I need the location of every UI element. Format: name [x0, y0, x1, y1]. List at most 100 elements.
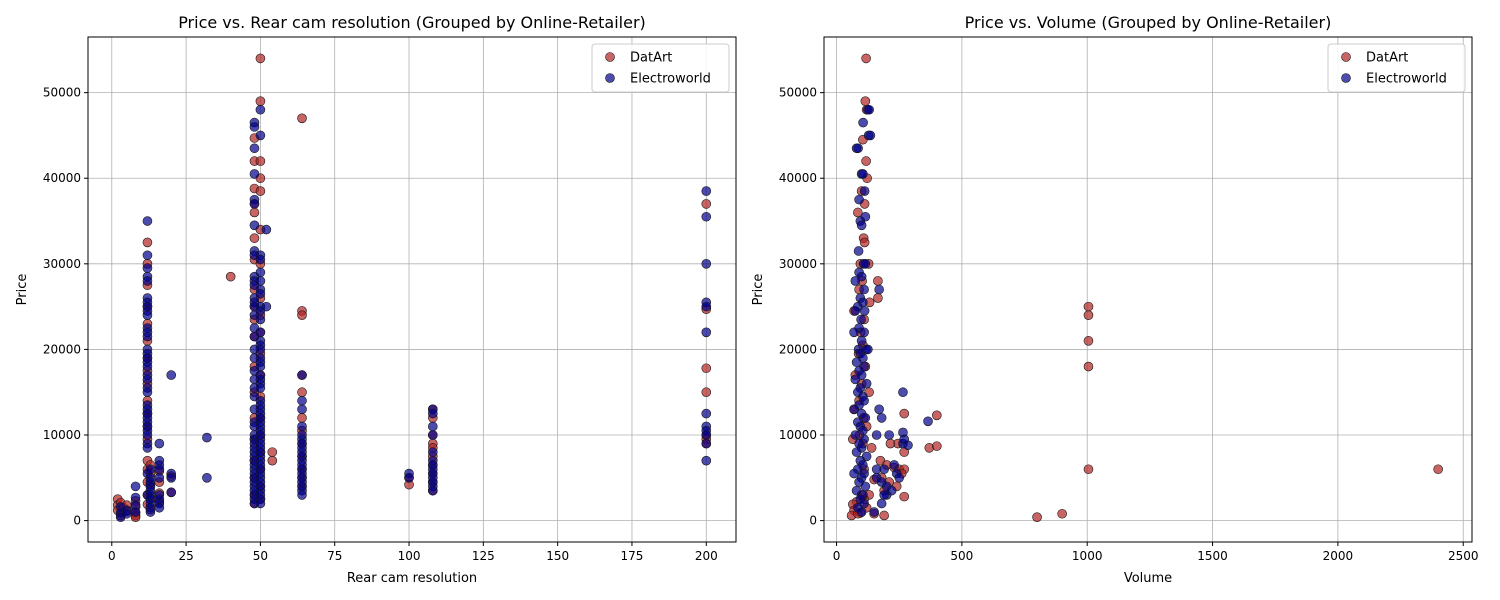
data-point — [701, 455, 712, 466]
data-point — [851, 447, 862, 457]
data-point — [701, 430, 712, 440]
data-point — [866, 443, 877, 453]
x-tick-label: 2500 — [1448, 549, 1479, 563]
y-tick-label: 30000 — [43, 257, 81, 271]
data-point — [249, 207, 260, 218]
plot-frame — [87, 36, 737, 543]
x-tick-label: 25 — [178, 549, 193, 563]
data-point — [1083, 310, 1094, 320]
data-point — [853, 143, 863, 154]
data-point — [879, 490, 889, 500]
data-point — [701, 186, 712, 196]
data-point — [255, 314, 266, 325]
chart-volume: 0 500 1000 1500 2000 2500 0 10000 20000 30000 4000… — [751, 13, 1478, 586]
data-point — [874, 284, 884, 295]
data-point — [145, 507, 156, 517]
data-point — [865, 130, 876, 141]
data-point — [154, 502, 165, 513]
data-point — [1083, 336, 1094, 346]
data-point — [1083, 464, 1094, 475]
data-point — [856, 220, 867, 231]
data-point — [154, 438, 165, 449]
data-point — [1057, 508, 1067, 519]
plot-frame — [823, 36, 1473, 543]
data-point — [859, 237, 870, 248]
data-point — [202, 432, 212, 443]
x-tick-label: 1500 — [1197, 549, 1228, 563]
data-point — [255, 130, 266, 141]
data-point — [860, 413, 871, 423]
y-axis-label: Price — [751, 274, 766, 306]
data-point — [255, 288, 266, 299]
data-point — [884, 430, 894, 440]
x-tick-label: 0 — [108, 549, 116, 563]
y-tick-label: 50000 — [43, 86, 81, 100]
data-point — [142, 374, 153, 385]
data-point — [297, 310, 307, 320]
data-point — [166, 370, 177, 380]
y-tick-label: 0 — [809, 514, 817, 528]
data-point — [255, 327, 266, 338]
data-point — [297, 370, 307, 380]
data-point — [166, 487, 177, 498]
data-point — [858, 117, 868, 128]
data-point — [142, 443, 153, 453]
data-point — [860, 259, 871, 269]
data-point — [871, 464, 882, 475]
data-point — [860, 211, 871, 222]
data-point — [898, 387, 908, 398]
data-point — [142, 263, 153, 273]
data-point — [853, 246, 864, 256]
chart-rear-cam: 0 25 50 75 100 125 150 175 200 0 10000 20000 30000 40… — [15, 13, 737, 586]
y-tick-label: 10000 — [779, 428, 817, 442]
data-point — [145, 464, 156, 475]
data-point — [142, 216, 153, 226]
data-point — [850, 374, 861, 385]
data-point — [255, 186, 266, 196]
data-point — [255, 267, 266, 278]
data-point — [701, 363, 712, 374]
data-point — [255, 96, 266, 106]
data-point — [861, 53, 871, 64]
data-point — [130, 507, 141, 517]
legend-marker — [1341, 73, 1351, 83]
legend: DatArt Electroworld — [1327, 43, 1466, 93]
data-point — [879, 510, 889, 521]
data-point — [899, 434, 910, 445]
data-point — [255, 53, 266, 64]
y-tick-label: 40000 — [779, 171, 817, 185]
legend-label: DatArt — [1366, 51, 1408, 66]
data-point — [297, 490, 307, 500]
data-point — [255, 383, 266, 393]
data-point — [876, 413, 887, 423]
data-point — [899, 491, 910, 502]
data-point — [701, 387, 712, 398]
data-point — [871, 430, 882, 440]
data-point — [859, 284, 869, 295]
data-point — [297, 404, 307, 415]
series-electroworld — [115, 104, 712, 522]
legend-marker — [605, 73, 615, 83]
data-point — [864, 104, 874, 115]
x-axis-label: Rear cam resolution — [347, 571, 477, 586]
data-point — [923, 416, 933, 427]
data-point — [404, 473, 414, 483]
y-tick-label: 40000 — [43, 171, 81, 185]
data-point — [850, 430, 861, 440]
y-tick-label: 30000 — [779, 257, 817, 271]
data-point — [873, 276, 883, 286]
data-point — [860, 96, 871, 106]
x-tick-label: 175 — [621, 549, 644, 563]
data-point — [858, 169, 868, 179]
data-point — [255, 276, 266, 286]
data-point — [297, 413, 307, 423]
y-tick-label: 20000 — [43, 342, 81, 356]
data-point — [255, 156, 266, 166]
legend-marker — [605, 52, 615, 62]
data-point — [1083, 361, 1094, 372]
data-point — [860, 481, 871, 492]
data-point — [154, 464, 165, 475]
data-point — [932, 410, 942, 421]
data-point — [859, 327, 869, 338]
data-point — [261, 224, 272, 235]
